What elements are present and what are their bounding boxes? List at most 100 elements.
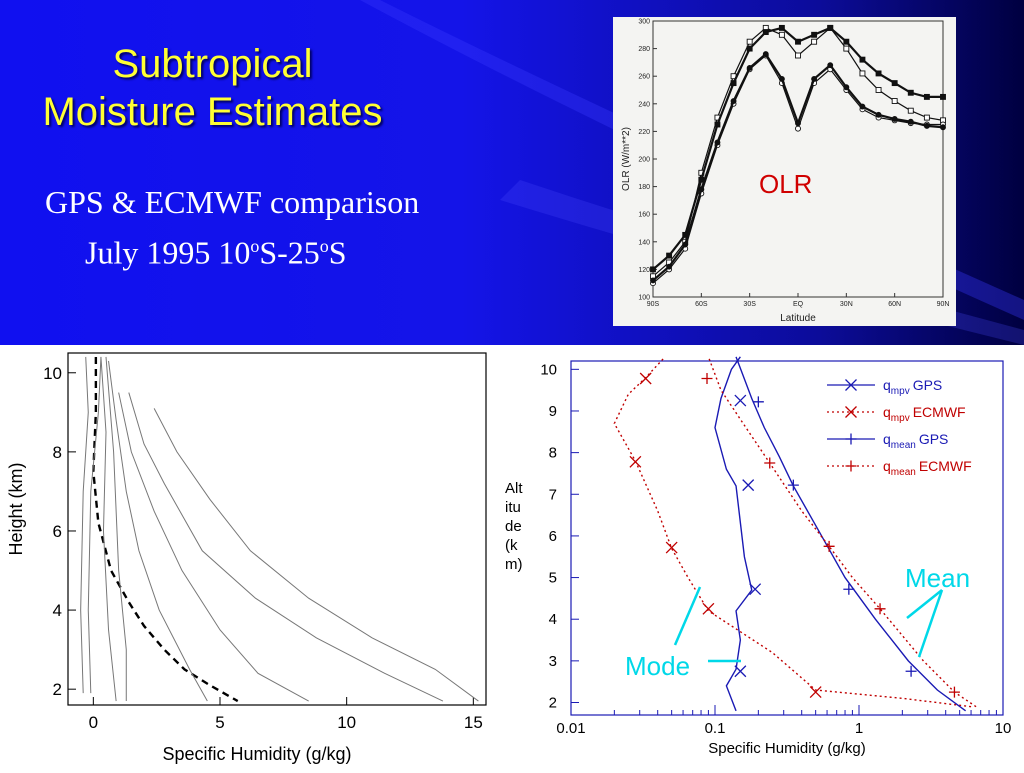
left-x-tick-label: 15 [464,713,483,732]
right-y-axis-label-line: Alt [505,480,523,497]
right-data-marker [948,686,960,698]
right-y-axis-label-line: (k [505,537,518,554]
right-data-marker [701,372,713,384]
olr-data-point [843,45,850,52]
right-y-axis-label-line: m) [505,556,523,573]
olr-data-point [650,277,656,284]
right-x-tick-label: 10 [995,720,1012,737]
right-series-line [613,356,972,708]
left-contour-curve [100,356,117,702]
right-data-marker [742,479,755,492]
right-x-tick-label: 0.1 [705,720,726,737]
subtitle-line-1: GPS & ECMWF comparison [45,184,420,220]
olr-x-tick-label: EQ [793,301,804,308]
left-y-tick-label: 2 [53,680,62,699]
olr-data-point [875,70,882,77]
right-data-marker [845,406,857,418]
olr-data-point [795,125,801,132]
right-data-marker [764,457,776,469]
olr-data-point [778,24,785,31]
olr-data-point [940,124,946,131]
left-contour-curve [108,360,208,702]
olr-data-point [730,80,737,87]
olr-data-point [650,266,656,273]
olr-data-point [795,52,801,59]
olr-y-tick-label: 260 [638,74,650,81]
olr-y-tick-label: 180 [638,184,650,191]
olr-annotation: OLR [759,169,812,199]
olr-data-point [730,98,737,104]
slide-title: Subtropical Moisture Estimates [42,42,383,134]
olr-data-point [923,114,930,121]
left-y-tick-label: 8 [53,443,62,462]
annotation-mode-arrow [673,586,702,646]
olr-plot-frame [652,20,944,298]
right-data-marker [639,372,652,385]
olr-data-point [859,56,866,63]
olr-data-point [682,241,689,248]
olr-data-point [778,31,785,38]
right-data-marker [787,479,799,491]
right-y-tick-label: 6 [549,528,557,545]
left-x-tick-label: 0 [89,713,98,732]
right-data-marker [843,583,855,595]
right-data-marker [734,665,747,678]
olr-data-point [907,107,914,114]
olr-data-point [811,31,818,38]
right-y-tick-label: 2 [549,695,557,712]
olr-series-line [652,52,944,282]
right-data-marker [823,540,835,552]
olr-x-tick-label: 60S [695,301,708,308]
left-x-tick-label: 5 [215,713,224,732]
right-series-line [714,356,753,712]
olr-x-tick-label: 30N [840,301,853,308]
olr-data-point [714,139,721,146]
height-humidity-chart: 0 5 10 15 2 4 6 8 10 Specific Humidity (g/kg) Heig… [6,352,487,764]
olr-data-point [746,45,753,52]
right-data-marker [702,602,715,615]
olr-x-tick-label: 60N [888,301,901,308]
olr-x-tick-label: 90N [937,301,950,308]
right-x-tick-label: 1 [855,720,863,737]
olr-data-point [859,70,866,77]
olr-data-point [778,76,785,82]
right-data-marker [874,603,886,615]
olr-data-point [827,24,834,31]
legend-entry-label: qmpv ECMWF [883,404,966,424]
olr-data-point [811,76,818,82]
olr-y-tick-label: 300 [638,19,650,26]
right-y-axis-label-line: de [505,518,522,535]
right-x-axis-label: Specific Humidity (g/kg) [708,740,866,757]
right-y-tick-label: 8 [549,445,557,462]
right-y-axis-label-line: itu [505,499,521,516]
olr-y-tick-label: 120 [638,267,650,274]
right-y-tick-label: 7 [549,486,557,503]
left-contour-curve [80,356,89,694]
right-data-marker [752,396,764,408]
subtitle-line-2: July 1995 10oS-25oS [85,234,347,271]
right-data-marker [809,686,822,699]
left-contour-curve [105,356,127,702]
right-data-marker [845,460,857,472]
olr-y-tick-label: 100 [638,295,650,302]
right-data-marker [845,379,857,391]
right-data-marker [665,541,678,554]
right-y-tick-label: 5 [549,570,557,587]
right-data-marker [749,583,762,596]
right-y-tick-label: 3 [549,653,557,670]
left-x-axis-label: Specific Humidity (g/kg) [162,744,351,764]
annotation-mean: Mean [905,563,970,593]
left-y-tick-label: 4 [53,601,62,620]
olr-data-point [859,103,866,110]
olr-series-line [652,27,944,277]
olr-data-point [795,120,801,127]
olr-y-tick-label: 200 [638,157,650,164]
left-plot-frame [67,352,487,706]
olr-x-tick-label: 30S [743,301,756,308]
olr-y-axis-label: OLR (W/m**2) [621,127,632,191]
olr-data-point [746,38,753,45]
legend-entry-label: qmpv GPS [883,377,942,397]
right-data-marker [905,665,917,677]
olr-data-point [940,93,946,100]
right-y-tick-label: 9 [549,403,557,420]
